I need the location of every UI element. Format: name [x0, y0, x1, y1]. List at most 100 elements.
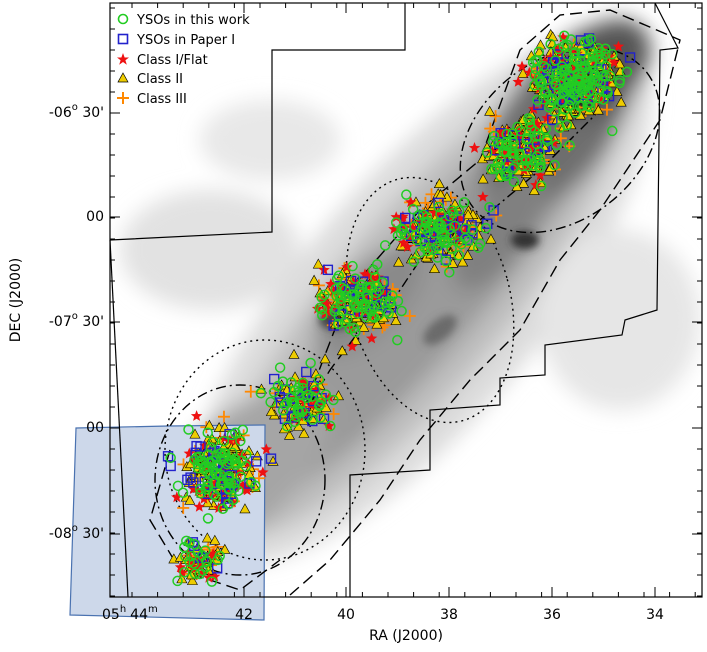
- yso-this-work-marker: [313, 374, 325, 385]
- legend-marker-star: [117, 53, 129, 65]
- yso-this-work-marker: [559, 66, 570, 77]
- yso-this-work-marker: [541, 62, 552, 74]
- class-ii-marker: [319, 353, 331, 364]
- legend-marker-circle: [117, 13, 129, 25]
- yso-this-work-marker: [545, 99, 557, 110]
- yso-this-work-marker: [210, 468, 221, 480]
- yso-this-work-marker: [365, 281, 376, 293]
- yso-this-work-marker: [385, 296, 396, 308]
- yso-this-work-marker: [347, 260, 358, 272]
- x-axis-title: RA (J2000): [369, 628, 443, 644]
- class-i-flat-marker: [318, 264, 330, 275]
- yso-this-work-marker: [508, 148, 519, 159]
- yso-this-work-marker: [349, 291, 360, 302]
- class-i-flat-marker: [341, 261, 353, 273]
- yso-this-work-marker: [535, 161, 546, 172]
- class-i-flat-marker: [183, 447, 195, 459]
- yso-this-work-marker: [205, 442, 217, 453]
- legend: YSOs in this work YSOs in Paper I Class …: [117, 13, 250, 107]
- class-i-flat-marker: [455, 227, 467, 238]
- yso-this-work-marker: [589, 74, 601, 86]
- yso-this-work-marker: [223, 473, 234, 485]
- class-i-flat-marker: [523, 66, 535, 78]
- yso-this-work-marker: [240, 460, 252, 472]
- class-i-flat-marker: [365, 332, 378, 344]
- class-ii-marker: [203, 419, 215, 430]
- class-iii-marker: [403, 309, 416, 322]
- yso-paper-i-marker: [301, 366, 312, 378]
- class-ii-marker: [297, 414, 309, 425]
- yso-this-work-marker: [281, 421, 293, 432]
- class-i-flat-marker: [187, 483, 200, 494]
- class-ii-marker: [209, 534, 221, 545]
- yso-paper-i-marker: [244, 478, 255, 489]
- class-ii-marker: [484, 105, 496, 116]
- yso-this-work-marker: [488, 135, 499, 147]
- class-ii-marker: [186, 575, 198, 585]
- yso-this-work-marker: [422, 245, 433, 257]
- yso-this-work-marker: [265, 396, 276, 408]
- yso-paper-i-marker: [187, 537, 199, 548]
- class-iii-marker: [600, 103, 613, 116]
- yso-paper-i-marker: [624, 52, 636, 63]
- x-tick-label: 42: [235, 607, 253, 623]
- yso-this-work-marker: [586, 47, 598, 58]
- yso-this-work-marker: [562, 82, 574, 93]
- yso-this-work-marker: [448, 207, 459, 219]
- class-i-flat-marker: [595, 93, 607, 105]
- yso-this-work-marker: [532, 94, 543, 106]
- yso-this-work-marker: [390, 217, 402, 228]
- yso-this-work-marker: [387, 290, 398, 301]
- yso-this-work-marker: [580, 60, 591, 72]
- yso-this-work-marker: [361, 281, 373, 293]
- yso-this-work-marker: [435, 219, 447, 231]
- yso-this-work-marker: [444, 223, 455, 235]
- class-i-flat-marker: [191, 553, 204, 564]
- yso-paper-i-marker: [495, 128, 506, 139]
- class-ii-marker: [517, 67, 529, 78]
- yso-this-work-marker: [296, 406, 308, 417]
- legend-label: Class II: [137, 72, 183, 87]
- yso-this-work-marker: [593, 83, 604, 95]
- yso-paper-i-marker: [328, 320, 339, 331]
- yso-this-work-marker: [192, 458, 204, 470]
- class-ii-marker: [202, 497, 214, 508]
- class-iii-marker: [327, 407, 340, 420]
- class-i-flat-marker: [305, 399, 317, 410]
- yso-this-work-marker: [538, 60, 550, 72]
- yso-this-work-marker: [379, 240, 391, 251]
- class-ii-marker: [265, 406, 277, 416]
- yso-this-work-marker: [302, 389, 313, 401]
- yso-this-work-marker: [442, 237, 453, 249]
- yso-this-work-marker: [297, 382, 309, 394]
- yso-this-work-marker: [309, 384, 321, 396]
- class-i-flat-marker: [224, 434, 236, 446]
- yso-this-work-marker: [411, 234, 423, 246]
- yso-this-work-marker: [320, 389, 332, 400]
- yso-this-work-marker: [524, 114, 536, 126]
- yso-this-work-marker: [480, 222, 492, 234]
- x-tick-label: 34: [646, 607, 664, 623]
- x-tick-label: 36: [543, 607, 561, 623]
- yso-this-work-marker: [392, 334, 403, 346]
- yso-this-work-marker: [396, 305, 407, 317]
- yso-this-work-marker: [489, 163, 501, 175]
- yso-this-work-marker: [597, 70, 609, 82]
- yso-this-work-marker: [540, 123, 552, 135]
- yso-this-work-marker: [181, 535, 192, 547]
- class-i-flat-marker: [516, 60, 528, 72]
- yso-this-work-marker: [274, 362, 286, 373]
- yso-this-work-marker: [576, 85, 587, 97]
- y-axis-title: DEC (J2000): [8, 258, 24, 343]
- class-ii-marker: [288, 348, 300, 359]
- yso-this-work-marker: [557, 111, 568, 123]
- yso-this-work-marker: [564, 140, 575, 151]
- class-i-flat-marker: [203, 571, 215, 583]
- yso-this-work-marker: [293, 406, 304, 418]
- yso-this-work-marker: [419, 223, 431, 234]
- yso-this-work-marker: [417, 209, 429, 221]
- class-i-flat-marker: [209, 570, 221, 582]
- yso-this-work-marker: [529, 80, 540, 91]
- yso-this-work-marker: [600, 43, 611, 54]
